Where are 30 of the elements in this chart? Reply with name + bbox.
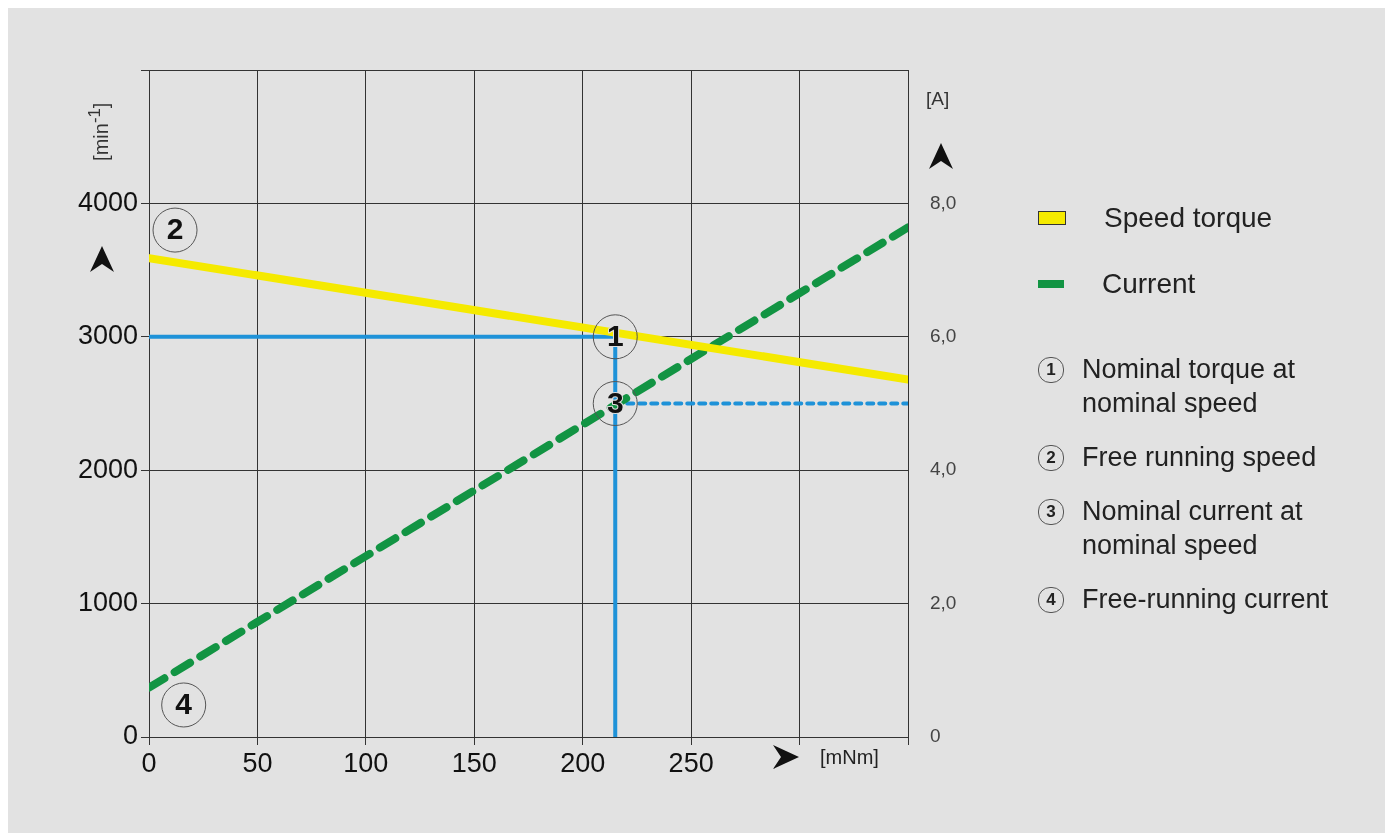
text: Nominal current at nominal speed	[1082, 495, 1304, 562]
y2-tick-label: 6,0	[930, 325, 957, 347]
x-axis-title: [mNm]	[820, 746, 879, 769]
y-tick-label: 4000	[77, 186, 138, 217]
text: Free running speed	[1082, 441, 1318, 474]
y2-tick-label: 8,0	[930, 191, 957, 213]
text: 2	[1046, 448, 1056, 467]
x-tick-label: 0	[141, 747, 157, 778]
x-tick-label: 100	[343, 747, 389, 778]
y2-tick-label: 0	[930, 725, 941, 747]
y2-axis-title: [A]	[926, 88, 950, 110]
text: 1	[1046, 360, 1056, 379]
text: Nominal torque at nominal speed	[1082, 353, 1297, 420]
y-tick-label: 0	[122, 720, 138, 751]
y-tick-label: 3000	[77, 320, 138, 351]
legend-label: Current	[1102, 268, 1196, 300]
text: 4	[1046, 590, 1056, 609]
annotation: 4	[175, 687, 193, 721]
x-tick-label: 250	[668, 747, 714, 778]
text: Free-running current	[1082, 583, 1330, 616]
x-tick-label: 50	[242, 747, 273, 778]
x-tick-label: 200	[560, 747, 606, 778]
annotation: 2	[166, 212, 184, 246]
y-tick-label: 2000	[77, 453, 138, 484]
x-tick-label: 150	[451, 747, 497, 778]
text: 3	[1046, 502, 1056, 521]
legend-label: Speed torque	[1104, 202, 1273, 234]
y2-tick-label: 4,0	[930, 458, 957, 480]
y2-tick-label: 2,0	[930, 591, 957, 613]
y-tick-label: 1000	[77, 587, 138, 618]
